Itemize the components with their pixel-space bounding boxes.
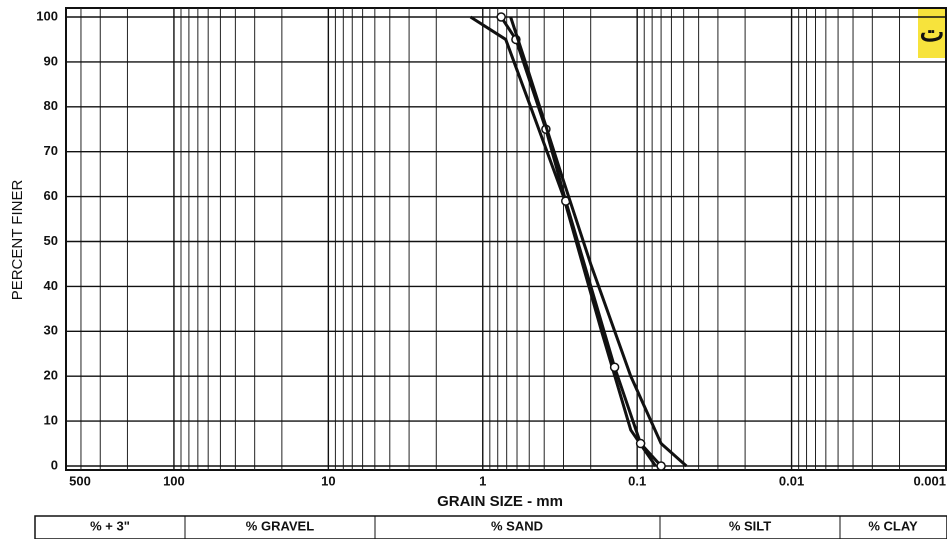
y-tick-label: 90 — [44, 53, 58, 68]
x-tick-label: 0.1 — [628, 473, 646, 488]
y-tick-label: 50 — [44, 233, 58, 248]
x-tick-label: 100 — [163, 473, 185, 488]
table-header: % SILT — [729, 518, 771, 533]
y-tick-label: 20 — [44, 368, 58, 383]
y-tick-label: 30 — [44, 323, 58, 338]
table: % + 3" % GRAVEL % SAND % SILT % CLAY — [34, 515, 947, 539]
x-tick-label: 10 — [321, 473, 335, 488]
curve — [509, 16, 688, 468]
y-tick-label: 70 — [44, 143, 58, 158]
x-tick-label: 1 — [479, 473, 486, 488]
table-header: % GRAVEL — [246, 518, 314, 533]
y-tick-label: 60 — [44, 188, 58, 203]
chart-title: ت — [920, 18, 944, 48]
x-axis-label: GRAIN SIZE - mm — [437, 493, 563, 510]
table-header: % + 3" — [90, 518, 130, 533]
point — [609, 362, 620, 372]
y-tick-label: 0 — [51, 457, 58, 472]
y-tick-label: 80 — [44, 98, 58, 113]
table-header: % SAND — [491, 518, 543, 533]
point — [656, 461, 666, 471]
y-tick-label: 10 — [44, 413, 58, 428]
y-tick-label: 100 — [36, 8, 58, 23]
y-tick-label: 40 — [44, 278, 58, 293]
x-tick-label: 0.01 — [779, 473, 804, 488]
point — [635, 438, 646, 449]
x-tick-label: 500 — [69, 473, 91, 488]
table-frame — [34, 515, 947, 539]
point — [496, 12, 506, 22]
table-header: % CLAY — [868, 518, 918, 533]
y-axis-label: PERCENT FINER — [9, 180, 26, 301]
x-tick-label: 0.001 — [913, 473, 946, 488]
